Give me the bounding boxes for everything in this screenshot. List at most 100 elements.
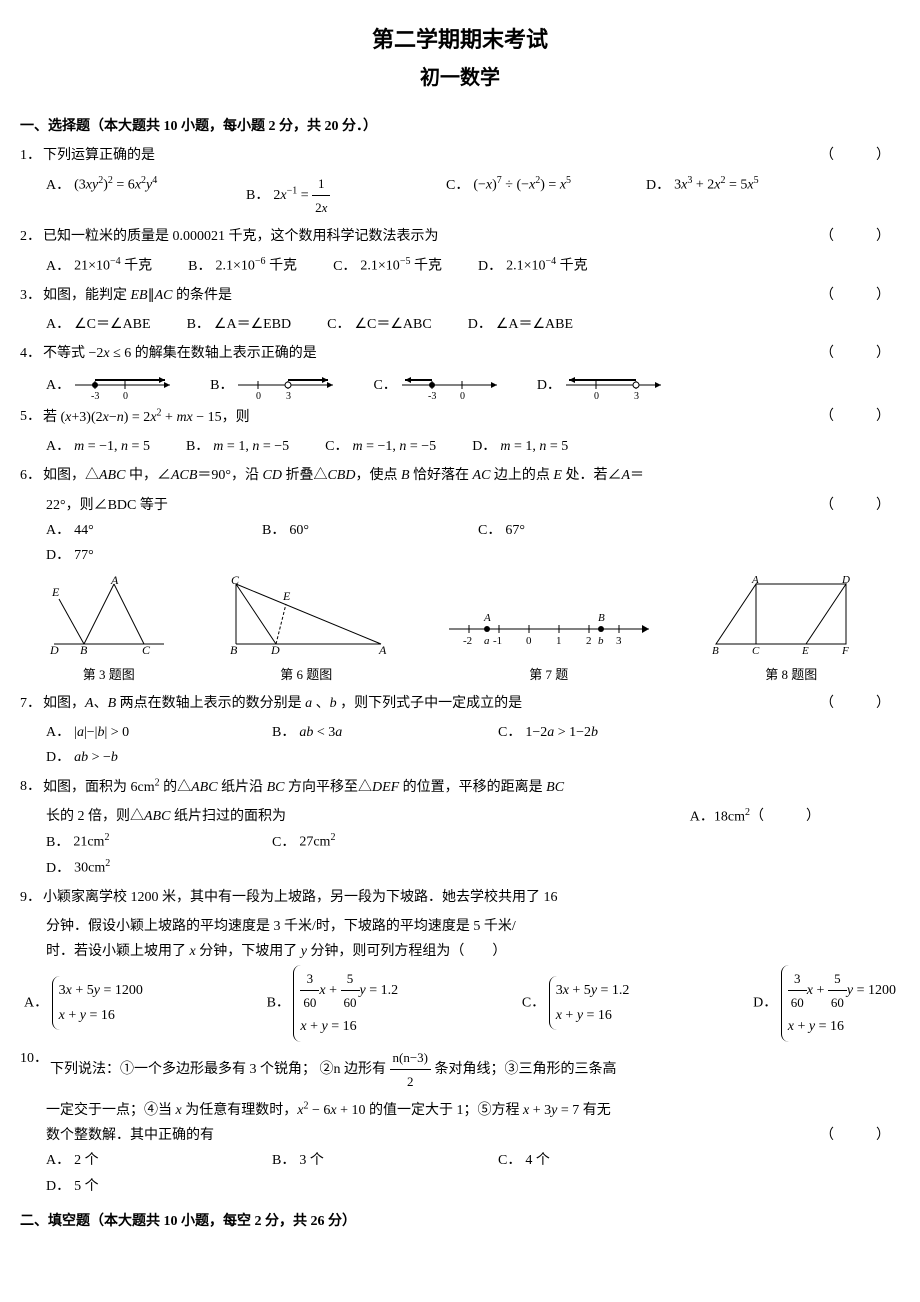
section-1-header: 一、选择题（本大题共 10 小题，每小题 2 分，共 20 分．） — [20, 114, 900, 139]
q8-options: B．21cm2 C．27cm2 D．30cm2 — [46, 829, 690, 881]
figure-q3: E A D B C 第 3 题图 — [44, 574, 174, 687]
label-d: D． — [472, 439, 496, 454]
svg-text:-2: -2 — [463, 635, 472, 647]
q2-stem: 已知一粒米的质量是 0.000021 千克，这个数用科学记数法表示为 — [43, 229, 439, 244]
svg-text:3: 3 — [286, 391, 291, 400]
q10-optC-text: 4 个 — [525, 1153, 550, 1168]
svg-text:A: A — [483, 612, 491, 624]
q10-optA-text: 2 个 — [74, 1153, 99, 1168]
svg-text:2: 2 — [586, 635, 592, 647]
question-2: 2． 已知一粒米的质量是 0.000021 千克，这个数用科学记数法表示为 （ … — [20, 224, 900, 249]
label-c: C． — [498, 725, 521, 740]
q4-blank: （ ） — [820, 341, 890, 366]
figcap-7: 第 7 题 — [439, 663, 659, 686]
q6-optA-text: 44° — [74, 523, 94, 538]
label-b: B． — [272, 1153, 295, 1168]
label-a: A． — [46, 317, 70, 332]
q2-text: 已知一粒米的质量是 0.000021 千克，这个数用科学记数法表示为 （ ） — [43, 224, 900, 249]
label-c: C． — [522, 995, 545, 1010]
q1-optC: C．(−x)7 ÷ (−x2) = x5 — [446, 172, 646, 220]
question-6: 6． 如图，△ABC 中，∠ACB＝90°，沿 CD 折叠△CBD，使点 B 恰… — [20, 463, 900, 488]
page-subtitle: 初一数学 — [20, 60, 900, 96]
q10-optB-text: 3 个 — [299, 1153, 324, 1168]
q5-optD: D．m = 1, n = 5 — [472, 434, 568, 459]
section-2-header: 二、填空题（本大题共 10 小题，每空 2 分，共 26 分） — [20, 1209, 900, 1234]
svg-text:A: A — [378, 643, 387, 654]
q9-optB: B． 360x + 560y = 1.2x + y = 16 — [267, 965, 403, 1042]
q3-optB: B． ∠A＝∠EBD — [187, 312, 292, 337]
svg-text:B: B — [712, 645, 719, 654]
q3-stem: 如图，能判定 EB∥AC 的条件是 — [43, 288, 232, 303]
q8-blank: （ ） — [750, 804, 820, 829]
q1-text: 下列运算正确的是 （ ） — [43, 143, 900, 168]
question-1: 1． 下列运算正确的是 （ ） — [20, 143, 900, 168]
svg-text:E: E — [51, 585, 60, 599]
q7-optA: A．|a|−|b| > 0 — [46, 720, 236, 745]
svg-text:0: 0 — [594, 391, 599, 400]
q3-optA-text: ∠C＝∠ABE — [74, 317, 150, 332]
q10-stem-1b: 条对角线；③三角形的三条高 — [431, 1062, 617, 1077]
question-10: 10． 下列说法：①一个多边形最多有 3 个锐角； ②n 边形有 n(n−3)2… — [20, 1046, 900, 1094]
figcap-3: 第 3 题图 — [44, 663, 174, 686]
q8-optD: D．30cm2 — [46, 855, 236, 881]
label-a: A． — [46, 439, 70, 454]
question-7: 7． 如图，A、B 两点在数轴上表示的数分别是 a 、b ，则下列式子中一定成立… — [20, 691, 900, 716]
q3-optB-text: ∠A＝∠EBD — [214, 317, 291, 332]
label-d: D． — [468, 317, 492, 332]
label-c: C． — [272, 835, 295, 850]
q9-stem-2: 分钟．假设小颖上坡路的平均速度是 3 千米/时，下坡路的平均速度是 5 千米/ — [46, 919, 516, 934]
q4-optD-label: D． — [537, 373, 561, 398]
q1-number: 1． — [20, 143, 41, 168]
q1-optD: D．3x3 + 2x2 = 5x5 — [646, 172, 846, 220]
q2-blank: （ ） — [820, 224, 890, 249]
q7-optC: C．1−2a > 1−2b — [498, 720, 688, 745]
q10-blank: （ ） — [820, 1123, 890, 1148]
svg-text:D: D — [270, 643, 280, 654]
q3-optA: A． ∠C＝∠ABE — [46, 312, 151, 337]
triangle-icon: E A D B C — [44, 574, 174, 654]
q6-text-line2: 22°，则∠BDC 等于 （ ） — [46, 493, 900, 518]
svg-text:3: 3 — [616, 635, 622, 647]
q8-text-line2: 长的 2 倍，则△ABC 纸片扫过的面积为 （ ） A．18cm2 — [46, 804, 900, 829]
label-b: B． — [46, 835, 69, 850]
q9-optA: A． 3x + 5y = 1200x + y = 16 — [24, 976, 147, 1030]
q5-optB: B．m = 1, n = −5 — [186, 434, 289, 459]
svg-text:0: 0 — [256, 391, 261, 400]
q5-text: 若 (x+3)(2x−n) = 2x2 + mx − 15，则 （ ） — [43, 404, 900, 430]
numberline-icon: 03 — [561, 370, 671, 400]
q8-optC: C．27cm2 — [272, 829, 462, 855]
q5-number: 5． — [20, 404, 41, 429]
q3-optC-text: ∠C＝∠ABC — [354, 317, 431, 332]
svg-text:b: b — [598, 635, 604, 647]
q10-optA: A．2 个 — [46, 1148, 236, 1173]
q6-text: 如图，△ABC 中，∠ACB＝90°，沿 CD 折叠△CBD，使点 B 恰好落在… — [43, 463, 900, 488]
q7-optB: B．ab < 3a — [272, 720, 462, 745]
q8-optB: B．21cm2 — [46, 829, 236, 855]
svg-text:0: 0 — [123, 391, 128, 400]
q4-number: 4． — [20, 341, 41, 366]
q4-optC: C． -30 — [373, 370, 506, 400]
label-d: D． — [753, 995, 777, 1010]
figure-q6: C E B D A 第 6 题图 — [221, 574, 391, 687]
svg-text:B: B — [598, 612, 605, 624]
figcap-8: 第 8 题图 — [706, 663, 876, 686]
q3-optD: D．∠A＝∠ABE — [468, 312, 573, 337]
q10-stem-1a: 下列说法：①一个多边形最多有 3 个锐角； ②n 边形有 — [50, 1062, 390, 1077]
svg-text:B: B — [230, 643, 238, 654]
q9-text-line2: 分钟．假设小颖上坡路的平均速度是 3 千米/时，下坡路的平均速度是 5 千米/ — [46, 914, 900, 939]
q6-optC: C．67° — [478, 518, 658, 543]
q6-optD-text: 77° — [74, 548, 94, 563]
label-d: D． — [46, 1179, 70, 1194]
label-c: C． — [327, 317, 350, 332]
q10-optC: C．4 个 — [498, 1148, 688, 1173]
svg-text:D: D — [49, 643, 59, 654]
q3-text: 如图，能判定 EB∥AC 的条件是 （ ） — [43, 283, 900, 308]
label-c: C． — [446, 178, 469, 193]
triangle-fold-icon: C E B D A — [221, 574, 391, 654]
q5-blank: （ ） — [820, 404, 890, 429]
q6-number: 6． — [20, 463, 41, 488]
q10-options: A．2 个 B．3 个 C．4 个 D．5 个 — [46, 1148, 900, 1198]
q3-options: A． ∠C＝∠ABE B． ∠A＝∠EBD C． ∠C＝∠ABC D．∠A＝∠ABE — [46, 312, 900, 337]
q1-optA: A．(3xy2)2 = 6x2y4 — [46, 172, 246, 220]
label-b: B． — [187, 317, 210, 332]
